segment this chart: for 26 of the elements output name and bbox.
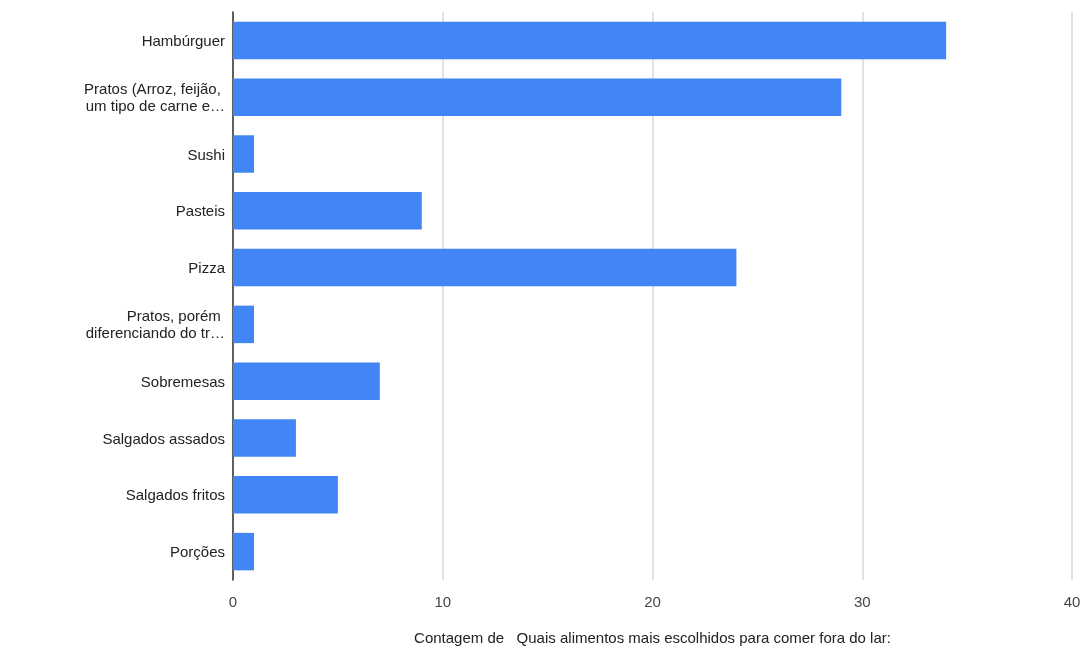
- x-tick-label: 20: [644, 593, 661, 610]
- bar: [233, 21, 947, 60]
- x-tick-label: 30: [853, 593, 871, 610]
- y-tick-label: Sushi: [187, 145, 225, 163]
- y-tick-label: Salgados assados: [102, 429, 225, 447]
- y-tick-label: Porções: [169, 543, 225, 561]
- y-tick-label: Hambúrguer: [141, 31, 225, 49]
- bar: [233, 532, 254, 571]
- bar: [233, 135, 254, 173]
- x-axis-title: Contagem de Quais alimentos mais escolhidos para comer fora do lar:: [414, 629, 891, 646]
- y-tick-label: Pratos (Arroz, feijão, um tipo de carne e…: [84, 80, 225, 115]
- bar: [233, 248, 737, 287]
- x-tick-label: 0: [228, 593, 238, 610]
- x-tick-label: 10: [434, 593, 452, 610]
- bar: [233, 362, 380, 400]
- bar: [233, 476, 338, 514]
- bar: [233, 78, 842, 116]
- bar: [233, 192, 422, 230]
- x-tick-label: 40: [1063, 593, 1081, 610]
- bar: [233, 305, 254, 344]
- y-tick-label: Salgados fritos: [125, 486, 225, 504]
- y-tick-label: Pasteis: [175, 202, 225, 220]
- bar: [233, 419, 296, 457]
- y-tick-label: Sobremesas: [140, 372, 225, 390]
- y-tick-label: Pizza: [188, 259, 226, 277]
- y-tick-label: Pratos, porém diferenciando do tr…: [85, 307, 225, 342]
